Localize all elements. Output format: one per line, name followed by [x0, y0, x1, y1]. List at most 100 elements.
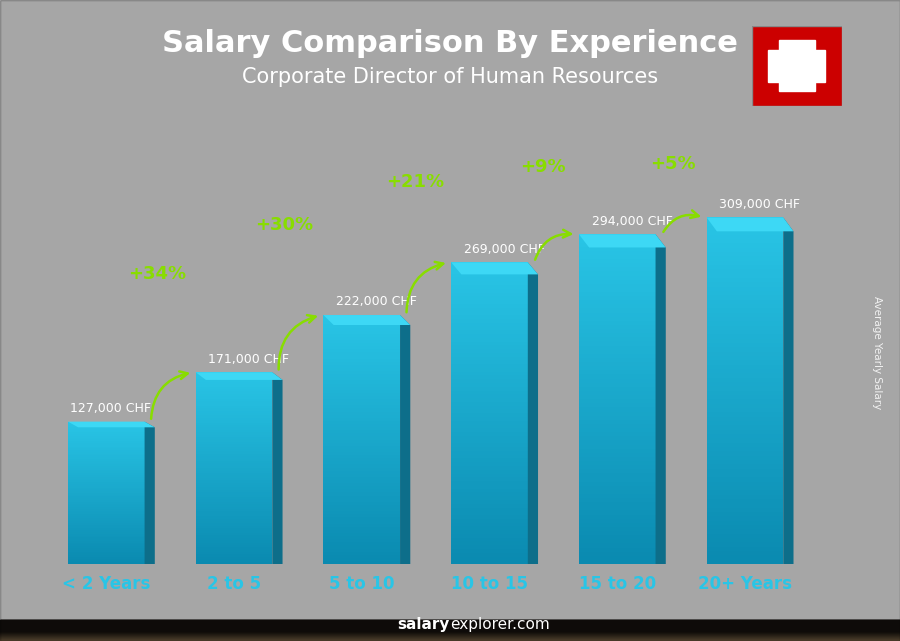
Bar	[68, 482, 145, 484]
Bar	[195, 552, 273, 554]
Bar	[579, 506, 655, 510]
Bar	[451, 308, 527, 312]
Bar	[195, 528, 273, 531]
Polygon shape	[579, 234, 666, 247]
FancyArrowPatch shape	[407, 262, 443, 312]
Bar	[195, 562, 273, 564]
Polygon shape	[706, 217, 794, 231]
Bar	[579, 486, 655, 490]
Bar	[706, 473, 783, 478]
Bar	[451, 545, 527, 549]
Bar	[323, 315, 400, 318]
Bar	[195, 521, 273, 523]
Bar	[68, 543, 145, 544]
Bar	[195, 483, 273, 485]
Bar	[323, 334, 400, 337]
Bar	[323, 318, 400, 321]
Bar	[579, 461, 655, 465]
Bar	[451, 549, 527, 553]
Bar	[195, 430, 273, 432]
Text: +5%: +5%	[650, 154, 696, 172]
Bar	[323, 495, 400, 499]
Bar	[323, 340, 400, 343]
Bar	[68, 552, 145, 553]
Bar	[0, 626, 900, 637]
Bar	[323, 402, 400, 405]
Bar	[0, 629, 900, 640]
Bar	[706, 447, 783, 451]
Bar	[0, 620, 900, 631]
Bar	[195, 413, 273, 415]
Bar	[451, 538, 527, 542]
Bar	[195, 379, 273, 382]
Bar	[579, 449, 655, 453]
Bar	[451, 326, 527, 330]
Bar	[0, 623, 900, 634]
Bar	[68, 459, 145, 461]
Bar	[579, 420, 655, 424]
Bar	[579, 259, 655, 263]
Bar	[195, 408, 273, 411]
Bar	[68, 432, 145, 434]
Bar	[0, 626, 900, 636]
Bar	[706, 499, 783, 503]
Bar	[579, 432, 655, 437]
Bar	[706, 486, 783, 490]
Bar	[451, 556, 527, 560]
Bar	[195, 435, 273, 437]
Bar	[579, 457, 655, 461]
Bar	[0, 627, 900, 637]
Bar	[706, 339, 783, 343]
Bar	[323, 408, 400, 412]
Bar	[706, 404, 783, 408]
Bar	[579, 300, 655, 304]
Bar	[323, 321, 400, 324]
Bar	[451, 470, 527, 474]
Bar	[68, 495, 145, 496]
Bar	[451, 398, 527, 402]
Polygon shape	[451, 262, 538, 274]
Bar	[195, 432, 273, 435]
Bar	[323, 380, 400, 383]
Bar	[706, 421, 783, 426]
Bar	[706, 335, 783, 339]
Bar	[68, 452, 145, 454]
Bar	[0, 624, 900, 635]
Bar	[706, 308, 783, 313]
Bar	[0, 628, 900, 639]
Bar	[68, 461, 145, 463]
Bar	[68, 456, 145, 457]
Bar	[451, 542, 527, 545]
Bar	[706, 248, 783, 252]
Bar	[579, 247, 655, 251]
Bar	[195, 418, 273, 420]
Bar	[68, 548, 145, 550]
Bar	[195, 456, 273, 458]
Bar	[706, 412, 783, 417]
Bar	[68, 445, 145, 447]
Bar	[706, 495, 783, 499]
Bar	[68, 464, 145, 466]
Bar	[706, 244, 783, 248]
Bar	[706, 256, 783, 261]
Bar	[451, 376, 527, 379]
Bar	[195, 463, 273, 466]
Bar	[323, 445, 400, 449]
Bar	[451, 413, 527, 417]
Bar	[579, 333, 655, 337]
Bar	[68, 486, 145, 488]
Bar	[195, 394, 273, 396]
Bar	[0, 627, 900, 637]
Bar	[323, 378, 400, 380]
Bar	[68, 550, 145, 552]
Bar	[706, 482, 783, 486]
Bar	[706, 460, 783, 465]
Bar	[579, 515, 655, 519]
Bar	[0, 628, 900, 638]
Bar	[323, 539, 400, 542]
Bar	[451, 319, 527, 322]
Bar	[579, 395, 655, 399]
Bar	[195, 399, 273, 401]
Bar	[579, 523, 655, 527]
Text: 269,000 CHF: 269,000 CHF	[464, 242, 544, 256]
